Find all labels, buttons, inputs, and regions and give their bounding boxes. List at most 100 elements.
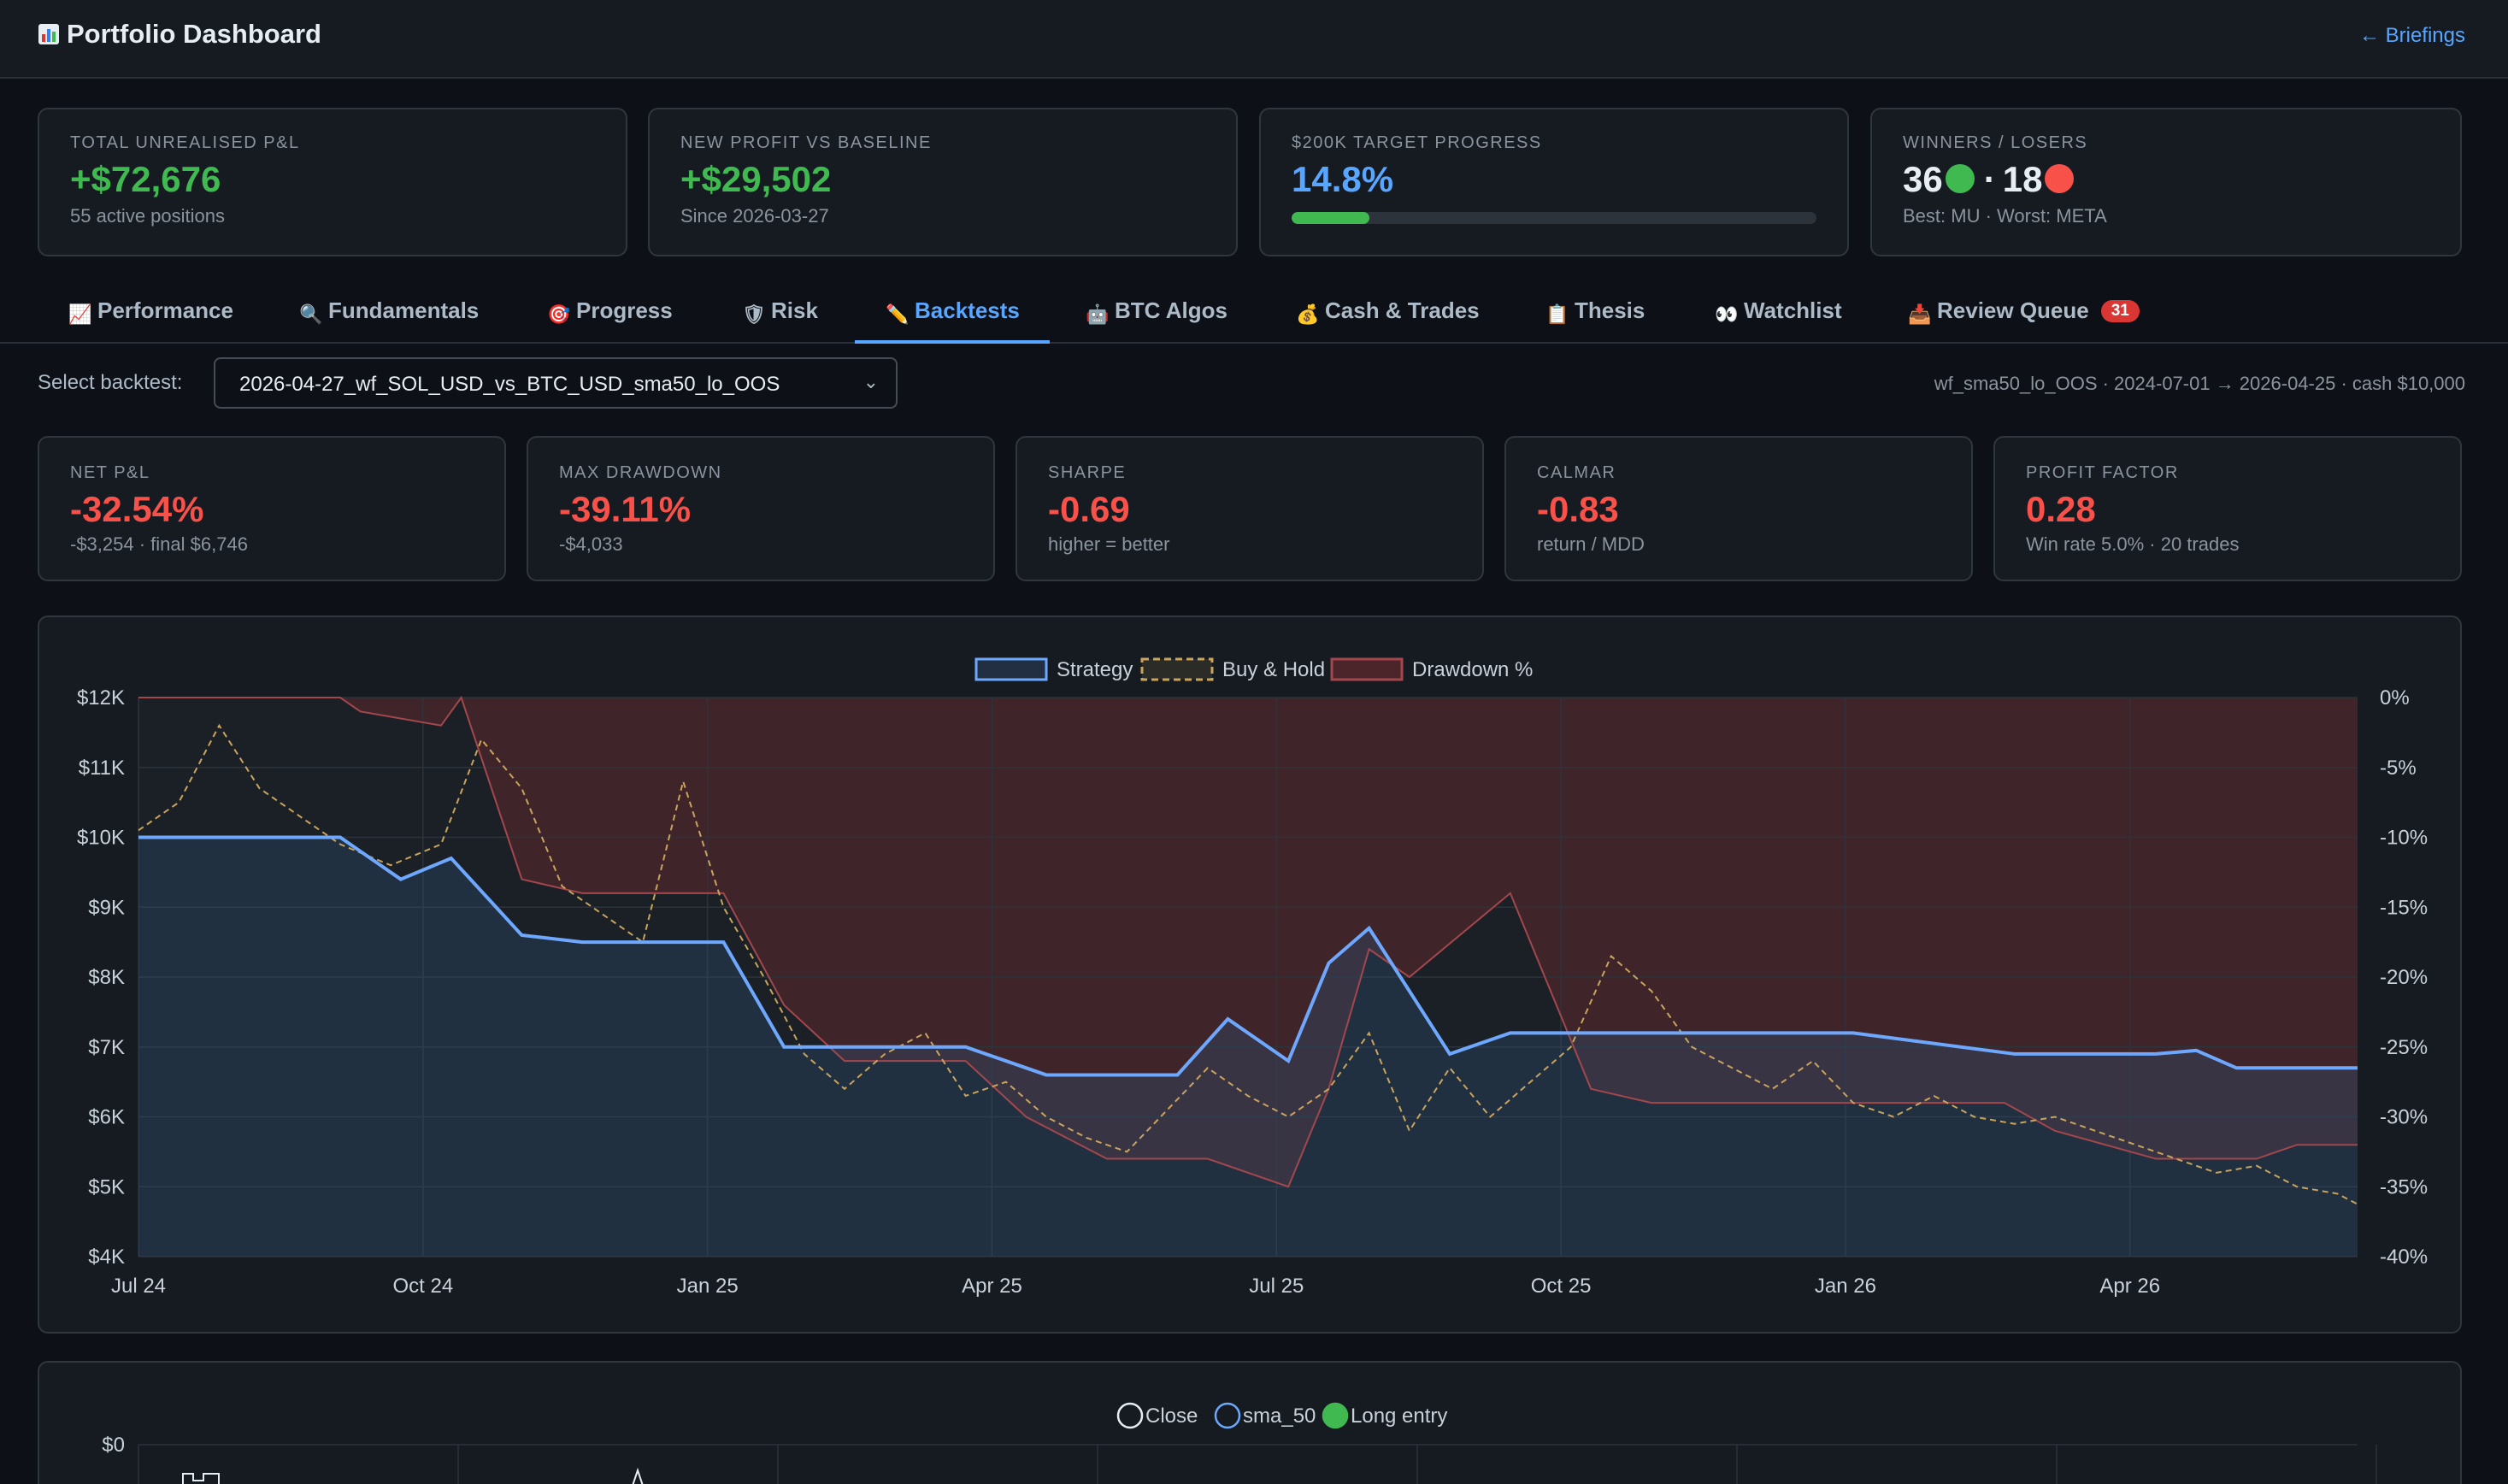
tab-performance[interactable]: 📈 Performance [68,280,233,344]
kpi-label: TOTAL UNREALISED P&L [70,133,300,152]
briefings-link[interactable]: ← Briefings [2358,24,2465,47]
review-queue-badge: 31 [2100,300,2140,322]
y2-tick-label: -5% [2380,757,2417,780]
stat-value: -0.69 [1048,489,1130,529]
backtest-select[interactable]: 2026-04-27_wf_SOL_USD_vs_BTC_USD_sma50_l… [214,357,898,409]
stat-sub: -$4,033 [559,533,623,555]
kpi-sub: Since 2026-03-27 [680,205,829,227]
y-tick-label: $6K [88,1106,125,1129]
stat-card-net-pnl: NET P&L -32.54% -$3,254 · final $6,746 [38,436,506,581]
kpi-sub: Best: MU · Worst: META [1903,205,2107,227]
y2-tick-label: -30% [2380,1106,2428,1129]
magnifier-icon: 🔍 [299,303,323,325]
y2-tick-label: -35% [2380,1175,2428,1198]
tab-label: Review Queue [1937,297,2089,323]
tab-label: BTC Algos [1115,297,1228,323]
legend-marker [1214,1402,1241,1429]
kpi-card-winners-losers: WINNERS / LOSERS 36 · 18 Best: MU · Worst:… [1870,108,2462,256]
stat-sub: higher = better [1048,533,1170,555]
legend-label: Buy & Hold [1222,658,1325,681]
legend-swatch [1140,657,1214,681]
inbox-tray-icon: 📥 [1908,303,1932,325]
tab-bar: 📈 Performance 🔍 Fundamentals 🎯 Progress 🛡 Ri… [0,280,2508,344]
stat-value: -39.11% [559,489,692,529]
money-bag-icon: 💰 [1296,303,1320,325]
legend-swatch [974,657,1048,681]
kpi-value: +$29,502 [680,159,832,199]
y-tick-label: $0 [102,1434,125,1457]
tab-cash-trades[interactable]: 💰 Cash & Trades [1296,280,1480,344]
app-header: Portfolio Dashboard ← Briefings [0,0,2508,79]
stat-label: PROFIT FACTOR [2026,463,2179,482]
tab-fundamentals[interactable]: 🔍 Fundamentals [299,280,479,344]
stat-label: SHARPE [1048,463,1127,482]
chevron-down-icon: ⌄ [862,371,879,392]
tab-watchlist[interactable]: 👀 Watchlist [1715,280,1842,344]
y2-tick-label: -25% [2380,1036,2428,1059]
shield-icon: 🛡 [742,303,766,325]
tab-label: Risk [771,297,818,323]
tab-label: Thesis [1575,297,1646,323]
strategy-line [138,835,2358,1077]
kpi-label: WINNERS / LOSERS [1903,133,2088,152]
kpi-value: +$72,676 [70,159,221,199]
x-tick-label: Jul 25 [1249,1275,1304,1298]
stat-label: NET P&L [70,463,150,482]
kpi-card-target-progress: $200K TARGET PROGRESS 14.8% [1259,108,1849,256]
y2-tick-label: -40% [2380,1246,2428,1269]
tab-btc-algos[interactable]: 🤖 BTC Algos [1086,280,1228,344]
legend-label: Drawdown % [1412,658,1533,681]
page-title: Portfolio Dashboard [38,19,321,50]
target-progress-fill [1292,212,1369,224]
x-tick-label: Jan 26 [1815,1275,1876,1298]
y-tick-label: $8K [88,966,125,989]
legend-marker [1322,1402,1349,1429]
y-tick-label: $10K [77,827,125,850]
x-tick-label: Oct 24 [392,1275,453,1298]
y-tick-label: $11K [79,757,125,780]
equity-chart-panel: $12K $11K $10K $9K $8K $7K $6K $5K $4K 0% -5% -10% -… [38,615,2462,1334]
stat-value: -0.83 [1537,489,1619,529]
target-progress-bar [1292,212,1816,224]
stat-sub: return / MDD [1537,533,1645,555]
x-tick-label: Jan 25 [677,1275,739,1298]
tab-label: Fundamentals [328,297,480,323]
tab-thesis[interactable]: 📋 Thesis [1545,280,1645,344]
legend-swatch [1330,657,1404,681]
stat-value: 0.28 [2026,489,2096,529]
separator-dot: · [1983,159,1996,199]
tab-backtests[interactable]: ✏️ Backtests [855,280,1050,344]
legend-label: Strategy [1057,658,1133,681]
y-tick-label: $12K [77,686,125,710]
legend-marker [1116,1402,1144,1429]
x-tick-label: Apr 26 [2099,1275,2160,1298]
kpi-label: $200K TARGET PROGRESS [1292,133,1542,152]
tab-label: Cash & Trades [1325,297,1480,323]
legend-label: Close [1145,1404,1198,1428]
y2-tick-label: -15% [2380,896,2428,919]
stat-card-sharpe: SHARPE -0.69 higher = better [1016,436,1484,581]
stat-card-calmar: CALMAR -0.83 return / MDD [1504,436,1973,581]
bar-chart-icon [38,19,67,49]
buy-hold-line [138,723,2358,1205]
kpi-value: 36 · 18 [1903,159,2076,200]
backtest-meta: wf_sma50_lo_OOS · 2024-07-01 → 2026-04-2… [1934,373,2465,394]
tab-label: Watchlist [1744,297,1842,323]
equity-chart: $12K $11K $10K $9K $8K $7K $6K $5K $4K 0% -5% -10% -… [77,657,2428,1298]
stat-card-profit-factor: PROFIT FACTOR 0.28 Win rate 5.0% · 20 tr… [1993,436,2462,581]
y-tick-label: $5K [88,1175,125,1198]
stat-sub: -$3,254 · final $6,746 [70,533,248,555]
tab-review-queue[interactable]: 📥 Review Queue 31 [1908,280,2140,344]
y2-tick-label: -10% [2380,827,2428,850]
x-tick-label: Apr 25 [962,1275,1022,1298]
stat-sub: Win rate 5.0% · 20 trades [2026,533,2240,555]
x-tick-label: Jul 24 [111,1275,166,1298]
green-circle-icon [1943,159,1977,199]
tab-progress[interactable]: 🎯 Progress [547,280,673,344]
stat-card-max-drawdown: MAX DRAWDOWN -39.11% -$4,033 [527,436,995,581]
price-chart: $0 Close sma_50 Long entry [102,1402,2377,1484]
backtest-select-value: 2026-04-27_wf_SOL_USD_vs_BTC_USD_sma50_l… [239,373,780,396]
y-tick-label: $4K [88,1246,125,1269]
tab-risk[interactable]: 🛡 Risk [742,280,818,344]
pencil-icon: ✏️ [886,303,910,325]
